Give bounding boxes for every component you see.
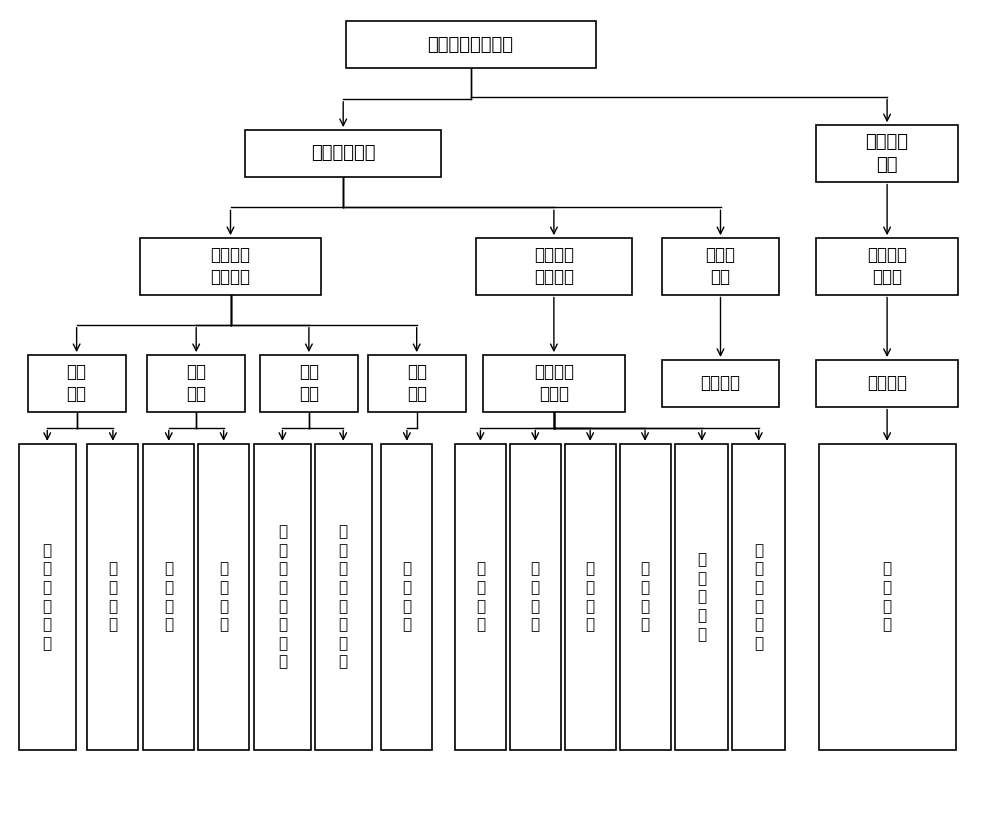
Text: 客
户
反
馈: 客 户 反 馈 xyxy=(402,561,411,632)
Text: 运
输
距
离: 运 输 距 离 xyxy=(531,561,540,632)
Text: 运
输
方
案
推
荐: 运 输 方 案 推 荐 xyxy=(43,543,52,651)
Bar xyxy=(143,444,194,751)
Bar xyxy=(620,444,671,751)
Bar xyxy=(476,238,632,295)
Text: 运
输
价
格: 运 输 价 格 xyxy=(476,561,485,632)
Text: 数据库
单元: 数据库 单元 xyxy=(706,246,736,286)
Text: 运
输
道
路
状
态: 运 输 道 路 状 态 xyxy=(754,543,763,651)
Bar xyxy=(198,444,249,751)
Text: 信息交互模块: 信息交互模块 xyxy=(311,144,375,162)
Bar xyxy=(565,444,616,751)
Bar xyxy=(662,238,779,295)
Text: 定
单
状
态
追
踪
信
息: 定 单 状 态 追 踪 信 息 xyxy=(278,524,287,670)
Text: 客
户
信
息: 客 户 信 息 xyxy=(108,561,117,632)
Bar xyxy=(87,444,138,751)
Text: 运输信息
子系统: 运输信息 子系统 xyxy=(534,363,574,403)
Text: 推荐
中心: 推荐 中心 xyxy=(67,363,87,403)
Text: 货
物
路
线
运
输
状
态: 货 物 路 线 运 输 状 态 xyxy=(339,524,348,670)
Text: 路线智能推荐系统: 路线智能推荐系统 xyxy=(428,35,514,53)
Text: 运
输
信
息: 运 输 信 息 xyxy=(219,561,228,632)
Text: 数据分析: 数据分析 xyxy=(700,374,740,393)
Bar xyxy=(254,444,311,751)
Text: 运
输
限
量: 运 输 限 量 xyxy=(640,561,650,632)
Text: 方案设计
模块: 方案设计 模块 xyxy=(866,133,909,174)
Bar xyxy=(510,444,561,751)
Text: 运输市场
中心单元: 运输市场 中心单元 xyxy=(534,246,574,286)
Bar xyxy=(732,444,785,751)
Bar xyxy=(245,130,441,177)
Bar xyxy=(455,444,506,751)
Bar xyxy=(483,355,625,412)
Bar xyxy=(147,355,245,412)
Bar xyxy=(315,444,372,751)
Bar xyxy=(381,444,432,751)
Bar xyxy=(260,355,358,412)
Text: 客户
管理: 客户 管理 xyxy=(407,363,427,403)
Bar xyxy=(368,355,466,412)
Text: 订单
中心: 订单 中心 xyxy=(299,363,319,403)
Text: 方案设计
子系统: 方案设计 子系统 xyxy=(867,246,907,286)
Bar xyxy=(816,360,958,407)
Bar xyxy=(346,21,596,68)
Text: 个人
服务: 个人 服务 xyxy=(186,363,206,403)
Text: 数据输入: 数据输入 xyxy=(867,374,907,393)
Bar xyxy=(818,444,956,751)
Bar xyxy=(28,355,126,412)
Bar xyxy=(140,238,321,295)
Bar xyxy=(675,444,728,751)
Bar xyxy=(816,125,958,182)
Text: 订
单
信
息: 订 单 信 息 xyxy=(164,561,173,632)
Bar xyxy=(662,360,779,407)
Text: 运
输
速
度: 运 输 速 度 xyxy=(586,561,595,632)
Text: 方
案
生
成: 方 案 生 成 xyxy=(883,561,892,632)
Text: 出
发
时
刻
表: 出 发 时 刻 表 xyxy=(697,552,706,642)
Bar xyxy=(816,238,958,295)
Text: 客户管理
中心单元: 客户管理 中心单元 xyxy=(210,246,250,286)
Bar xyxy=(19,444,76,751)
